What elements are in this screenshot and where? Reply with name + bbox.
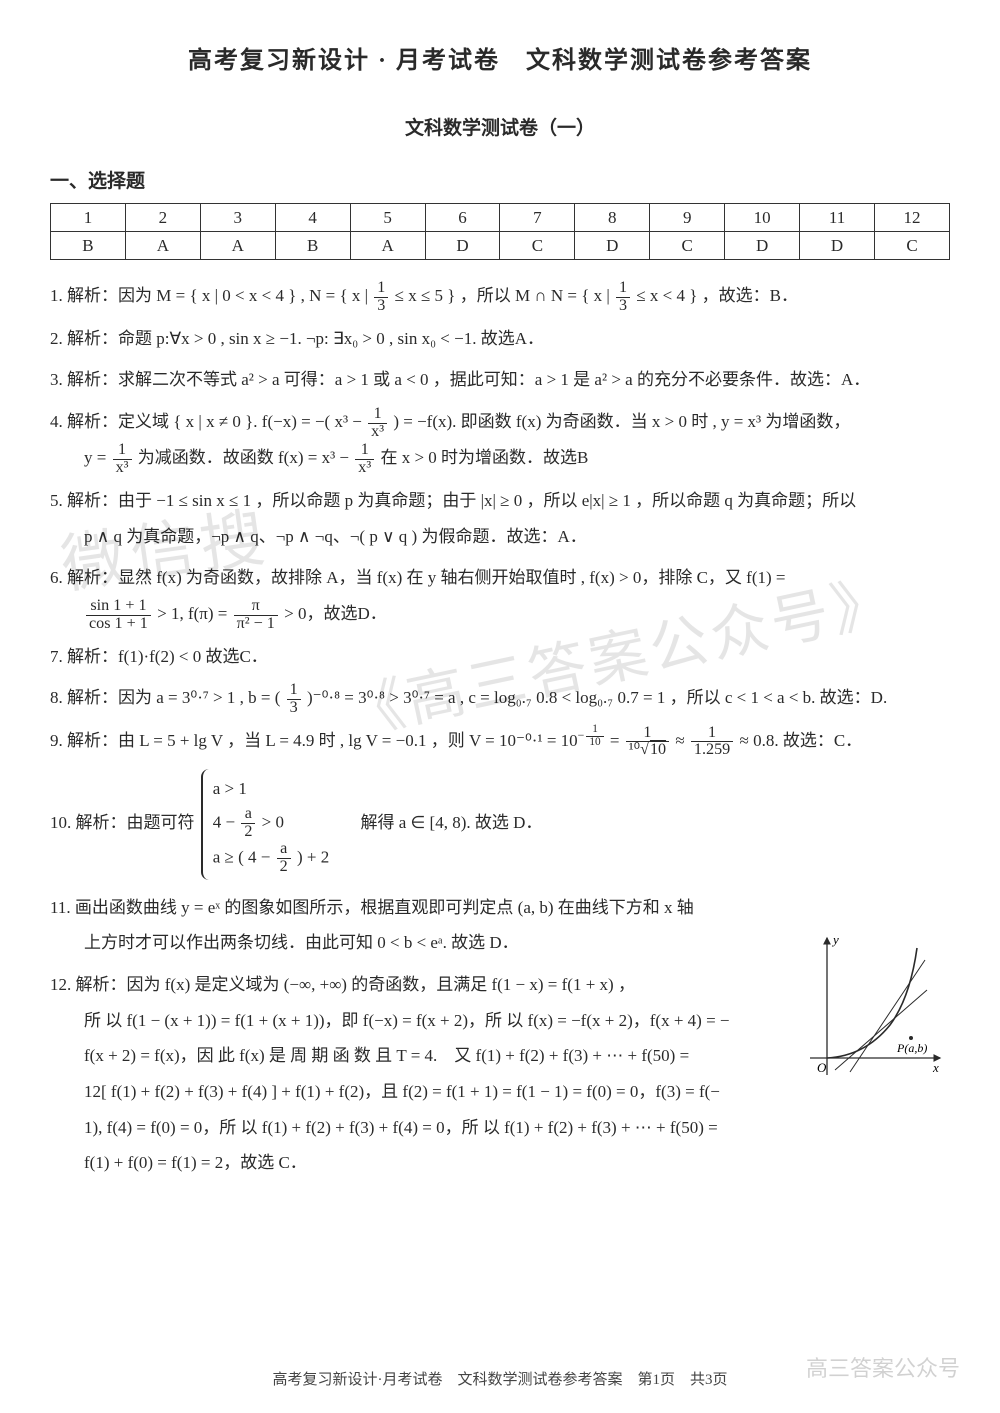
x-axis-label: x (932, 1060, 939, 1075)
fraction: a2 (241, 806, 255, 841)
col-num: 1 (51, 204, 126, 232)
answer-table: 1 2 3 4 5 6 7 8 9 10 11 12 B A A B A D C… (50, 203, 950, 260)
answer-cell: A (125, 232, 200, 260)
text: 8. 解析：因为 a = 3⁰·⁷ > 1 , b = ( (50, 688, 280, 707)
solution-5: 5. 解析：由于 −1 ≤ sin x ≤ 1 ，所以命题 p 为真命题；由于 … (50, 483, 950, 554)
point-p (909, 1036, 913, 1040)
answer-cell: C (500, 232, 575, 260)
exp-graph: y x O P(a,b) (805, 930, 945, 1080)
text: 解得 a ∈ [4, 8). 故选 D． (343, 813, 542, 832)
solution-6-cont: sin 1 + 1cos 1 + 1 > 1, f(π) = ππ² − 1 >… (50, 596, 950, 633)
text: 11. 画出函数曲线 y = eˣ 的图象如图所示，根据直观即可判定点 (a, … (50, 898, 694, 917)
brace-system: a > 1 4 − a2 > 0 a ≥ ( 4 − a2 ) + 2 (201, 769, 335, 879)
text: p ∧ q 为真命题，¬p ∧ q、¬p ∧ ¬q、¬( p ∨ q ) 为假命… (50, 519, 950, 555)
col-num: 10 (725, 204, 800, 232)
text: y = (84, 448, 111, 467)
answer-cell: C (650, 232, 725, 260)
table-row: B A A B A D C D C D D C (51, 232, 950, 260)
subtitle: 文科数学测试卷（一） (50, 113, 950, 140)
solution-4: 4. 解析：定义域 { x | x ≠ 0 }. f(−x) = −( x³ −… (50, 404, 950, 477)
col-num: 2 (125, 204, 200, 232)
fraction: 1x³ (355, 442, 374, 477)
tangent-line (850, 960, 925, 1072)
text: 4. 解析：定义域 { x | x ≠ 0 }. f(−x) = −( x³ − (50, 412, 366, 431)
col-num: 7 (500, 204, 575, 232)
text: > 0，故选D． (284, 604, 387, 623)
text: 9. 解析：由 L = 5 + lg V ，当 L = 4.9 时 , lg V… (50, 731, 578, 750)
text: 12. 解析：因为 f(x) 是定义域为 (−∞, +∞) 的奇函数，且满足 f… (50, 975, 635, 994)
solution-9: 9. 解析：由 L = 5 + lg V ，当 L = 4.9 时 , lg V… (50, 723, 950, 760)
solution-2: 2. 解析：命题 p:∀x > 0 , sin x ≥ −1. ¬p: ∃x₀ … (50, 321, 950, 357)
solution-8: 8. 解析：因为 a = 3⁰·⁷ > 1 , b = ( 13 )⁻⁰·⁸ =… (50, 680, 950, 717)
answer-cell: A (200, 232, 275, 260)
page-footer: 高考复习新设计·月考试卷 文科数学测试卷参考答案 第1页 共3页 (0, 1368, 1000, 1389)
fraction: ππ² − 1 (234, 598, 278, 633)
answer-cell: D (425, 232, 500, 260)
answer-cell: B (51, 232, 126, 260)
fraction: 1x³ (113, 442, 132, 477)
brace-row: a ≥ ( 4 − a2 ) + 2 (213, 841, 329, 876)
fraction: 1x³ (368, 406, 387, 441)
col-num: 8 (575, 204, 650, 232)
solution-4-cont: y = 1x³ 为减函数．故函数 f(x) = x³ − 1x³ 在 x > 0… (50, 440, 950, 477)
text: { x | (339, 286, 372, 305)
text: 上方时才可以作出两条切线．由此可知 0 < b < eᵃ. 故选 D． (50, 925, 790, 961)
solution-7: 7. 解析：f(1)·f(2) < 0 故选C． (50, 639, 950, 675)
text: 1. 解析：因为 M = { x | 0 < x < 4 } , N = (50, 286, 339, 305)
answer-cell: A (350, 232, 425, 260)
text: 在 x > 0 时为增函数．故选B (380, 448, 588, 467)
origin-label: O (817, 1060, 827, 1075)
solution-6: 6. 解析：显然 f(x) 为奇函数，故排除 A，当 f(x) 在 y 轴右侧开… (50, 560, 950, 632)
text: ≈ (675, 731, 689, 750)
point-label: P(a,b) (896, 1041, 927, 1055)
fraction: 11.259 (691, 725, 733, 760)
answer-cell: D (725, 232, 800, 260)
col-num: 5 (350, 204, 425, 232)
main-title: 高考复习新设计 · 月考试卷 文科数学测试卷参考答案 (50, 40, 950, 75)
col-num: 6 (425, 204, 500, 232)
answer-cell: D (800, 232, 875, 260)
fraction: a2 (277, 841, 291, 876)
answer-cell: C (874, 232, 949, 260)
brace-row: a > 1 (213, 773, 329, 805)
fraction: 110 (586, 724, 603, 749)
fraction: 13 (616, 280, 630, 315)
fraction: sin 1 + 1cos 1 + 1 (86, 598, 151, 633)
text: 5. 解析：由于 −1 ≤ sin x ≤ 1 ，所以命题 p 为真命题；由于 … (50, 491, 856, 510)
fraction: 1¹⁰√10 (626, 725, 669, 760)
brace-row: 4 − a2 > 0 (213, 806, 329, 841)
table-row: 1 2 3 4 5 6 7 8 9 10 11 12 (51, 204, 950, 232)
col-num: 4 (275, 204, 350, 232)
section-1-heading: 一、选择题 (50, 166, 950, 193)
col-num: 11 (800, 204, 875, 232)
col-num: 3 (200, 204, 275, 232)
text: ≈ 0.8. 故选：C． (740, 731, 863, 750)
answer-cell: D (575, 232, 650, 260)
y-axis-label: y (831, 932, 839, 947)
solution-1: 1. 解析：因为 M = { x | 0 < x < 4 } , N = { x… (50, 278, 950, 315)
fraction: 13 (287, 682, 301, 717)
text: ≤ x < 4 } ，故选：B． (636, 286, 798, 305)
text: 为减函数．故函数 f(x) = x³ − (138, 448, 354, 467)
text: f(1) + f(0) = f(1) = 2，故选 C． (50, 1145, 950, 1181)
text: 6. 解析：显然 f(x) 为奇函数，故排除 A，当 f(x) 在 y 轴右侧开… (50, 568, 785, 587)
col-num: 9 (650, 204, 725, 232)
solution-3: 3. 解析：求解二次不等式 a² > a 可得：a > 1 或 a < 0 ，据… (50, 362, 950, 398)
text: 10. 解析：由题可符 (50, 813, 195, 832)
answer-cell: B (275, 232, 350, 260)
solution-10: 10. 解析：由题可符 a > 1 4 − a2 > 0 a ≥ ( 4 − a… (50, 765, 950, 883)
text: ≤ x ≤ 5 } ，所以 M ∩ N = { x | (395, 286, 614, 305)
text: ) = −f(x). 即函数 f(x) 为奇函数．当 x > 0 时 , y =… (393, 412, 850, 431)
col-num: 12 (874, 204, 949, 232)
text: = (610, 731, 624, 750)
text: > 1, f(π) = (157, 604, 232, 623)
text: )⁻⁰·⁸ = 3⁰·⁸ > 3⁰·⁷ = a , c = log₀.₇ 0.8… (307, 688, 887, 707)
text: 1), f(4) = f(0) = 0，所 以 f(1) + f(2) + f(… (50, 1110, 950, 1146)
fraction: 13 (374, 280, 388, 315)
